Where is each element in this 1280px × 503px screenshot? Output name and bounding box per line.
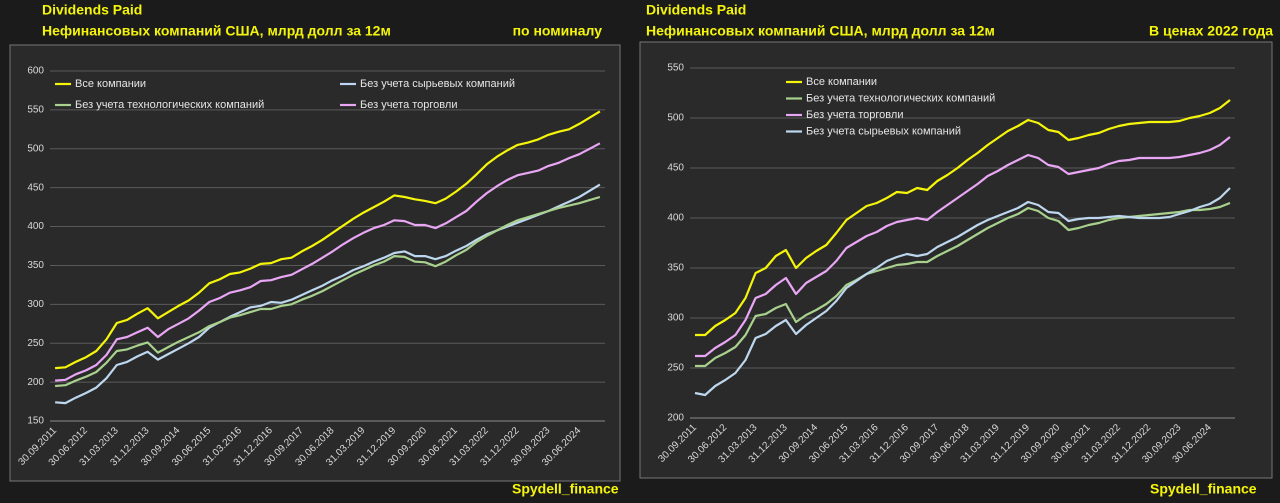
line-series (695, 136, 1231, 358)
y-tick-label: 250 (667, 363, 684, 374)
line-series (55, 142, 601, 382)
y-tick-label: 550 (27, 105, 44, 116)
line-series (55, 183, 601, 405)
source: Spydell_finance (1150, 481, 1257, 497)
y-tick-label: 500 (27, 143, 44, 154)
legend-label: Без учета торговли (360, 99, 457, 111)
y-tick-label: 600 (27, 66, 44, 77)
y-tick-label: 250 (27, 338, 44, 349)
panel (639, 41, 1273, 479)
subtitle: Нефинансовых компаний США, млрд долл за … (42, 23, 391, 39)
y-tick-label: 300 (667, 313, 684, 324)
y-tick-label: 350 (667, 263, 684, 274)
y-tick-label: 300 (27, 299, 44, 310)
y-tick-label: 550 (667, 63, 684, 74)
y-tick-label: 350 (27, 260, 44, 271)
legend-label: Без учета сырьевых компаний (806, 125, 961, 137)
subtitle: Нефинансовых компаний США, млрд долл за … (646, 23, 995, 39)
line-series (695, 99, 1231, 337)
line-series (55, 110, 601, 370)
legend-label: Без учета сырьевых компаний (360, 78, 515, 90)
legend-label: Без учета технологических компаний (806, 92, 995, 104)
source: Spydell_finance (512, 481, 619, 497)
y-tick-label: 150 (27, 416, 44, 427)
note: В ценах 2022 года (1149, 23, 1273, 39)
line-series (695, 201, 1231, 368)
line-series (694, 187, 1231, 397)
y-tick-label: 450 (27, 182, 44, 193)
legend-label: Без учета торговли (806, 109, 903, 121)
legend-label: Без учета технологических компаний (75, 99, 264, 111)
legend-label: Все компании (75, 78, 146, 90)
note: по номиналу (513, 23, 603, 39)
line-series (55, 195, 601, 388)
title: Dividends Paid (42, 2, 142, 18)
y-tick-label: 200 (667, 413, 684, 424)
legend-label: Все компании (806, 76, 877, 88)
y-tick-label: 200 (27, 377, 44, 388)
y-tick-label: 500 (667, 113, 684, 124)
y-tick-label: 400 (27, 221, 44, 232)
y-tick-label: 400 (667, 213, 684, 224)
title: Dividends Paid (646, 2, 746, 18)
y-tick-label: 450 (667, 163, 684, 174)
